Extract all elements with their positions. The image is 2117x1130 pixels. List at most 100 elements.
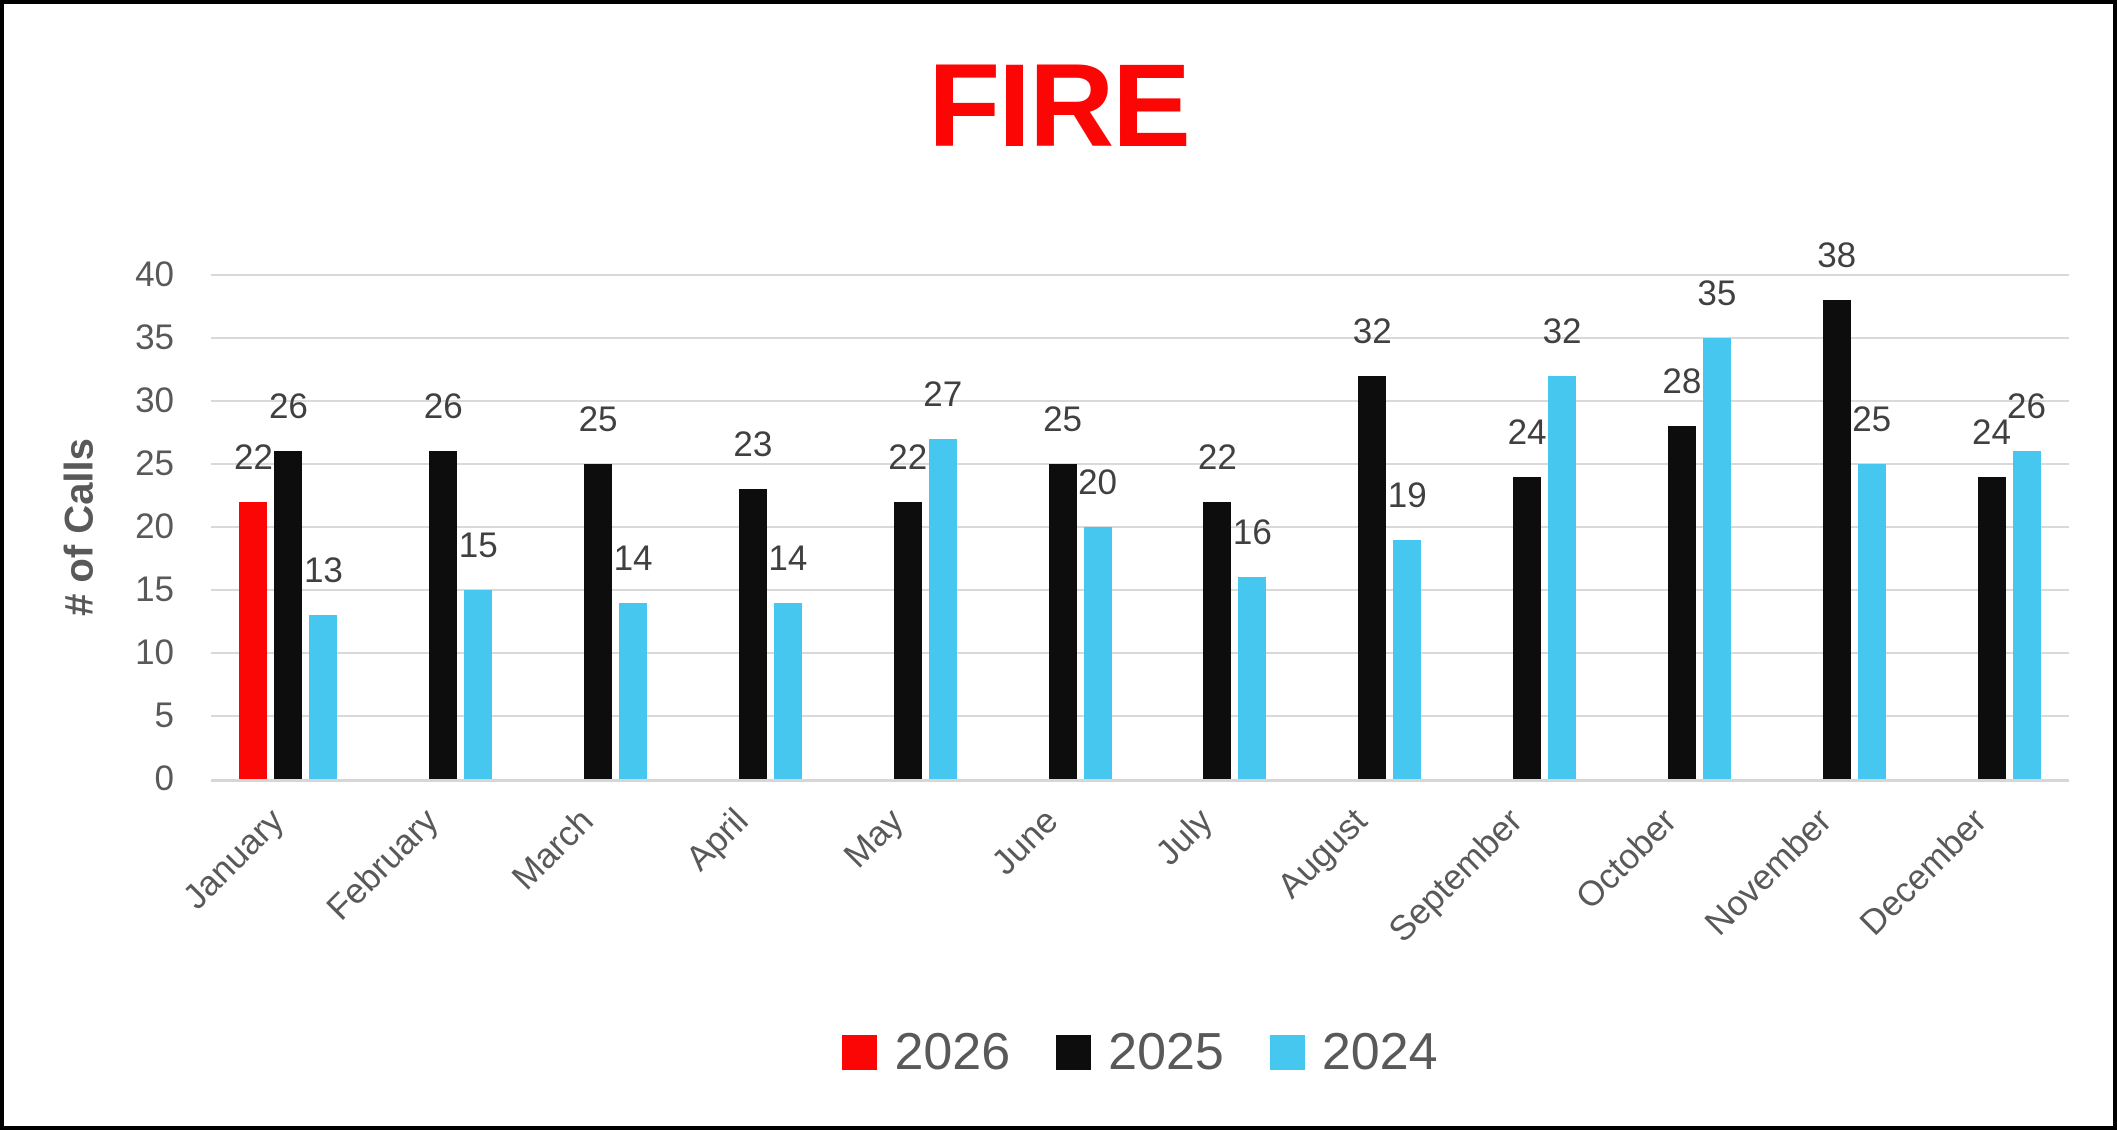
category-february: 26 15 February xyxy=(319,275,521,927)
y-tick-30: 30 xyxy=(135,381,174,420)
x-axis-label-november: November xyxy=(1697,801,1840,943)
slot-2025-january: 26 xyxy=(269,275,308,779)
data-label-2024-october: 35 xyxy=(1697,274,1737,313)
data-label-2024-july: 16 xyxy=(1232,513,1272,553)
gridline-10 xyxy=(211,652,2069,654)
slot-2026-june xyxy=(1014,275,1042,779)
category-august: 32 19 August xyxy=(1270,275,1450,906)
bar-2025-march xyxy=(584,464,613,779)
slot-2026-november xyxy=(1788,275,1816,779)
slot-2026-march xyxy=(549,275,577,779)
bar-2025-october xyxy=(1667,426,1696,779)
y-tick-35: 35 xyxy=(135,318,174,357)
x-axis-label-october: October xyxy=(1568,801,1685,917)
x-axis-label-march: March xyxy=(504,801,601,898)
bar-2024-june xyxy=(1083,527,1112,779)
category-october: 28 35 October xyxy=(1569,274,1759,917)
slot-2026-september xyxy=(1478,275,1506,779)
bar-2025-february xyxy=(429,451,458,779)
slot-2025-june: 25 xyxy=(1043,275,1082,779)
x-axis-label-may: May xyxy=(835,801,911,876)
category-cells: 22 26 13 January 26 15 February 25 14 March 23 14 Ap… xyxy=(175,236,2069,949)
slot-2025-november: 38 xyxy=(1817,236,1856,779)
slot-2026-october xyxy=(1633,275,1661,779)
bar-2024-december xyxy=(2012,451,2041,779)
category-may: 22 27 May xyxy=(830,275,985,876)
bar-2025-august xyxy=(1358,375,1387,779)
y-tick-0: 0 xyxy=(154,759,174,798)
slot-2026-may xyxy=(859,275,887,779)
data-label-2024-november: 25 xyxy=(1852,400,1892,439)
data-label-2024-august: 19 xyxy=(1387,475,1427,515)
legend-label-2026: 2026 xyxy=(894,1023,1011,1081)
slot-2025-september: 24 xyxy=(1508,275,1547,779)
legend-swatch-2025 xyxy=(1056,1034,1092,1070)
gridline-15 xyxy=(211,589,2069,591)
bar-2025-june xyxy=(1048,464,1077,779)
y-tick-25: 25 xyxy=(135,444,174,483)
slot-2025-december: 24 xyxy=(1972,275,2011,779)
gridline-20 xyxy=(211,526,2069,528)
bar-2026-january xyxy=(239,501,268,779)
gridline-35 xyxy=(211,337,2069,339)
bar-2024-february xyxy=(464,590,493,779)
slot-2024-march: 14 xyxy=(614,275,653,779)
legend: 2026 2025 2024 xyxy=(211,1022,2069,1082)
y-tick-15: 15 xyxy=(135,570,174,609)
data-label-2025-september: 24 xyxy=(1507,412,1547,452)
bar-2025-may xyxy=(893,501,922,779)
slot-2026-february xyxy=(394,275,422,779)
slot-2024-august: 19 xyxy=(1388,275,1427,779)
x-axis-label-february: February xyxy=(319,801,446,928)
bar-2024-september xyxy=(1548,375,1577,779)
slot-2024-june: 20 xyxy=(1078,275,1117,779)
bar-2024-january xyxy=(309,615,338,779)
category-march: 25 14 March xyxy=(504,275,676,897)
data-label-2025-january: 26 xyxy=(268,387,308,427)
bar-2024-april xyxy=(773,602,802,779)
slot-2024-july: 16 xyxy=(1233,275,1272,779)
gridline-5 xyxy=(211,715,2069,717)
data-label-2024-june: 20 xyxy=(1078,463,1118,502)
x-axis-label-january: January xyxy=(175,801,291,917)
slot-2025-may: 22 xyxy=(888,275,927,779)
slot-2026-january: 22 xyxy=(234,275,273,779)
gridline-40 xyxy=(211,274,2069,276)
data-label-2024-april: 14 xyxy=(768,538,808,578)
slot-2025-july: 22 xyxy=(1198,275,1237,779)
category-july: 22 16 July xyxy=(1140,275,1295,873)
y-tick-5: 5 xyxy=(154,696,174,735)
data-label-2026-january: 22 xyxy=(233,437,273,477)
slot-2026-december xyxy=(1943,275,1971,779)
gridline-30 xyxy=(211,400,2069,402)
x-axis-label-july: July xyxy=(1148,801,1220,873)
slot-2026-april xyxy=(704,275,732,779)
legend-swatch-2026 xyxy=(842,1034,878,1070)
gridline-25 xyxy=(211,463,2069,465)
y-tick-20: 20 xyxy=(135,507,174,546)
data-label-2025-may: 22 xyxy=(888,437,928,477)
y-tick-40: 40 xyxy=(135,255,174,294)
data-label-2024-december: 26 xyxy=(2007,387,2046,427)
slot-2024-november: 25 xyxy=(1852,275,1891,779)
plot-area: 22 26 13 January 26 15 February 25 14 March 23 14 Ap… xyxy=(175,236,2069,950)
bar-2024-october xyxy=(1702,338,1731,779)
x-axis-label-august: August xyxy=(1270,801,1375,906)
category-november: 38 25 November xyxy=(1698,236,1914,943)
category-january: 22 26 13 January xyxy=(175,275,366,916)
slot-2026-july xyxy=(1168,275,1196,779)
legend-item-2025: 2025 xyxy=(1056,1022,1224,1082)
category-december: 24 26 December xyxy=(1852,275,2069,942)
legend-item-2024: 2024 xyxy=(1269,1022,1438,1082)
slot-2024-february: 15 xyxy=(459,275,498,779)
data-label-2025-december: 24 xyxy=(1972,412,2011,452)
slot-2024-april: 14 xyxy=(768,275,807,779)
data-label-2025-october: 28 xyxy=(1662,362,1702,402)
slot-2025-april: 23 xyxy=(733,275,772,779)
slot-2025-october: 28 xyxy=(1662,275,1701,779)
data-label-2024-march: 14 xyxy=(613,538,653,578)
slot-2024-september: 32 xyxy=(1543,275,1582,779)
data-label-2025-july: 22 xyxy=(1197,437,1237,477)
bar-2024-march xyxy=(619,602,648,779)
